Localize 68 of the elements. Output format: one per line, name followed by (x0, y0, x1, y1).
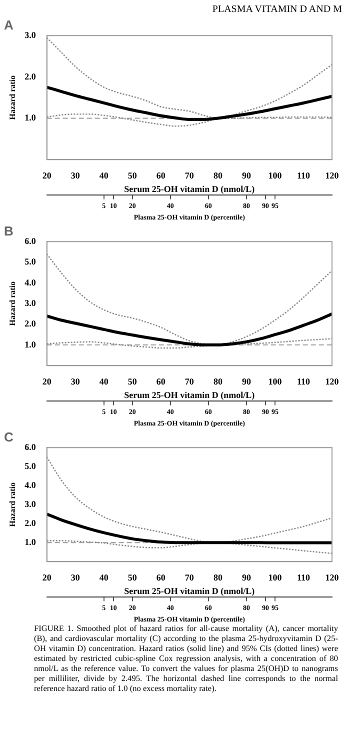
x-tick-label: 20 (42, 170, 52, 180)
x-tick-label: 90 (242, 572, 252, 582)
y-tick-label: 2.0 (24, 318, 36, 329)
line-series (46, 540, 332, 554)
line-series (46, 338, 332, 349)
y-tick-label: 4.0 (24, 277, 36, 288)
x-tick-label: 80 (213, 170, 223, 180)
x-axis-title: Serum 25-OH vitamin D (nmol/L) (124, 390, 255, 400)
line-series (46, 86, 332, 122)
y-tick-label: 4.0 (24, 480, 36, 490)
x-tick-label: 60 (156, 572, 166, 582)
y-axis-title: Hazard ratio (8, 281, 17, 326)
x-tick-label: 110 (296, 572, 310, 582)
x-tick-label: 100 (268, 170, 282, 180)
y-tick-label: 6.0 (24, 236, 36, 246)
x-tick-label: 30 (70, 376, 80, 386)
x-tick-label: 70 (184, 170, 194, 180)
chart-title: C (4, 429, 14, 444)
x-tick-label: 110 (296, 170, 310, 180)
chart-title: A (4, 17, 14, 32)
x-tick-label: 50 (128, 572, 138, 582)
caption: FIGURE 1. Smoothed plot of hazard ratios for all-cause mortality (A), cancer mortality (B), and cardiovascular mortality (C) according to the plasma 25-hydroxyvitamin D (25-OH vitamin D) concentration. Hazard ratios (solid line) and 95% CIs (dotted lines) were estimated by restricted cubic-spline Cox regression analysis, with a concentration of 80 nmol/L as the reference value. To convert the values for plasma 25(OH)D to nanograms per milliliter, divide by 2.495. The horizontal dashed line corresponds to the normal reference hazard ratio of 1.0 (no excess mortality rate). (33, 624, 339, 694)
x-tick-label: 50 (128, 376, 138, 386)
y-tick-label: 1.0 (24, 112, 36, 123)
y-tick-label: 3.0 (24, 30, 36, 40)
y-tick-label: 5.0 (24, 256, 36, 267)
y-tick-label: 5.0 (24, 460, 36, 471)
x-tick-label: 90 (242, 170, 252, 180)
y-tick-label: 1.0 (24, 339, 36, 350)
y-tick-label: 3.0 (24, 498, 36, 509)
x-tick-label: 30 (70, 170, 80, 180)
line-series (46, 37, 332, 119)
x-axis-title: Serum 25-OH vitamin D (nmol/L) (124, 586, 255, 596)
x-tick-label: 100 (268, 572, 282, 582)
line-series (46, 512, 332, 544)
x-tick-label: 80 (213, 376, 223, 386)
x-tick-label: 70 (184, 376, 194, 386)
x-tick-label: 100 (268, 376, 282, 386)
line-series (46, 312, 332, 346)
chart-title: B (4, 223, 14, 238)
x-tick-label: 20 (42, 376, 52, 386)
x-tick-label: 50 (128, 170, 138, 180)
x-tick-label: 90 (242, 376, 252, 386)
x-tick-label: 40 (99, 572, 109, 582)
x-tick-label: 60 (156, 170, 166, 180)
x-axis-title: Serum 25-OH vitamin D (nmol/L) (124, 184, 255, 194)
y-tick-label: 2.0 (24, 518, 36, 528)
x-tick-label: 120 (325, 376, 340, 386)
y-axis-title: Hazard ratio (8, 75, 17, 120)
y-axis-title: Hazard ratio (8, 482, 17, 527)
x-tick-label: 110 (296, 376, 310, 386)
x-tick-label: 40 (99, 376, 109, 386)
x-tick-label: 120 (325, 170, 340, 180)
x-tick-label: 60 (156, 376, 166, 386)
y-tick-label: 3.0 (24, 298, 36, 308)
y-tick-label: 2.0 (24, 71, 36, 82)
x-tick-label: 40 (99, 170, 109, 180)
x-tick-label: 80 (213, 572, 223, 582)
y-tick-label: 1.0 (24, 536, 36, 547)
x-tick-label: 20 (42, 572, 52, 582)
text: PLASMA VITAMIN D AND M (211, 3, 343, 16)
line-series (46, 113, 332, 127)
x-tick-label: 70 (184, 572, 194, 582)
x-tick-label: 30 (70, 572, 80, 582)
y-tick-label: 6.0 (24, 442, 36, 452)
x-tick-label: 120 (325, 572, 340, 582)
line-series (46, 456, 332, 544)
line-series (46, 253, 332, 346)
